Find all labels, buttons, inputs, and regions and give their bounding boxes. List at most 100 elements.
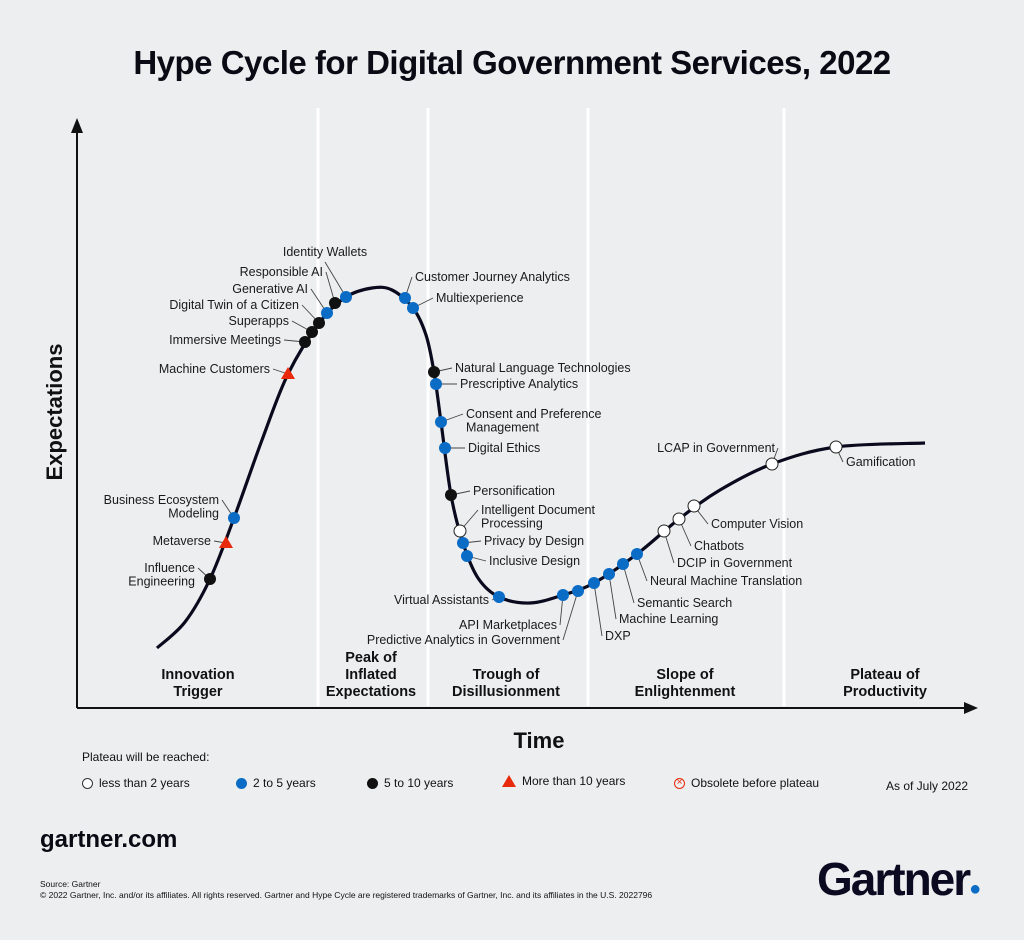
white-circle-icon — [672, 512, 686, 526]
blue-circle-icon — [321, 307, 333, 319]
innovation-point: DCIP in Government — [657, 524, 793, 570]
point-label-line: DXP — [605, 629, 631, 643]
innovation-point: Prescriptive Analytics — [430, 377, 578, 391]
innovation-point: Business Ecosystem Modeling — [104, 493, 240, 524]
point-label: Digital Twin of a Citizen — [169, 298, 299, 312]
innovation-point: Intelligent Document Processing — [453, 503, 595, 538]
chart-title: Hype Cycle for Digital Government Servic… — [133, 44, 891, 81]
point-label: Immersive Meetings — [169, 333, 281, 347]
phase-label-line: Inflated — [345, 667, 397, 683]
black-circle-icon — [306, 326, 318, 338]
point-label-line: Prescriptive Analytics — [460, 377, 578, 391]
innovation-point: Machine Learning — [603, 568, 718, 626]
innovation-point: Privacy by Design — [457, 534, 584, 549]
leader-line — [608, 573, 617, 620]
legend-item-obsolete: × Obsolete before plateau — [674, 776, 819, 790]
legend-label: 5 to 10 years — [384, 776, 454, 790]
red-triangle-icon — [502, 775, 516, 787]
point-label: Metaverse — [153, 534, 211, 548]
point-label-line: Immersive Meetings — [169, 333, 281, 347]
phase-label-line: Trough of — [473, 667, 540, 683]
phase-label-line: Enlightenment — [635, 684, 736, 700]
point-label: Multiexperience — [436, 291, 524, 305]
point-label-line: Metaverse — [153, 534, 211, 548]
point-label-line: Management — [466, 421, 539, 435]
blue-circle-icon — [228, 512, 240, 524]
innovation-point: Personification — [445, 484, 555, 501]
y-axis-arrow-icon — [71, 118, 83, 133]
legend-label: less than 2 years — [99, 776, 190, 790]
point-label-line: API Marketplaces — [459, 618, 557, 632]
point-label: Computer Vision — [711, 517, 803, 531]
blue-circle-icon — [572, 585, 584, 597]
blue-circle-icon — [588, 577, 600, 589]
gartner-logo: Gartner● — [817, 853, 981, 905]
legend-label: 2 to 5 years — [253, 776, 316, 790]
point-label: Identity Wallets — [283, 245, 367, 259]
innovation-point: LCAP in Government — [657, 441, 779, 471]
black-circle-icon — [313, 317, 325, 329]
point-label: Chatbots — [694, 539, 744, 553]
point-label-line: Customer Journey Analytics — [415, 270, 570, 284]
blue-circle-icon — [631, 548, 643, 560]
innovation-point: Customer Journey Analytics — [399, 270, 570, 304]
point-label-line: Multiexperience — [436, 291, 524, 305]
innovation-point: Digital Ethics — [439, 441, 540, 455]
red-triangle-icon — [219, 536, 233, 548]
site-link[interactable]: gartner.com — [40, 826, 178, 853]
black-circle-icon — [299, 336, 311, 348]
phase-label: Trough of Disillusionment — [452, 667, 560, 700]
leader-line — [593, 582, 603, 637]
point-label: Semantic Search — [637, 596, 732, 610]
source-note: Source: Gartner — [40, 879, 101, 889]
point-label-line: Processing — [481, 517, 543, 531]
black-circle-icon — [367, 777, 378, 789]
blue-circle-icon — [493, 591, 505, 603]
blue-circle-icon — [617, 558, 629, 570]
point-label: Intelligent Document Processing — [481, 503, 595, 531]
phase-label-line: Disillusionment — [452, 684, 560, 700]
point-label: Gamification — [846, 455, 916, 469]
phase-label-line: Slope of — [656, 667, 713, 683]
innovation-point: Generative AI — [232, 282, 333, 319]
x-axis-arrow-icon — [964, 702, 978, 714]
point-label: Influence Engineering — [128, 561, 195, 589]
point-label: Natural Language Technologies — [455, 361, 631, 375]
point-label-line: Computer Vision — [711, 517, 803, 531]
point-label-line: Consent and Preference — [466, 407, 602, 421]
point-label: Inclusive Design — [489, 554, 580, 568]
innovation-point: Metaverse — [153, 534, 233, 548]
innovation-point: Superapps — [229, 314, 318, 338]
blue-circle-icon — [407, 302, 419, 314]
point-label: LCAP in Government — [657, 441, 775, 455]
blue-circle-icon — [236, 777, 247, 789]
point-label-line: Natural Language Technologies — [455, 361, 631, 375]
phase-label-line: Trigger — [173, 684, 223, 700]
point-label: Customer Journey Analytics — [415, 270, 570, 284]
point-label-line: Digital Twin of a Citizen — [169, 298, 299, 312]
point-label-line: Superapps — [229, 314, 289, 328]
innovation-point: API Marketplaces — [459, 589, 569, 632]
point-label-line: Identity Wallets — [283, 245, 367, 259]
point-label-line: Predictive Analytics in Government — [367, 633, 561, 647]
blue-circle-icon — [430, 378, 442, 390]
as-of-date: As of July 2022 — [886, 779, 969, 793]
point-label-line: Digital Ethics — [468, 441, 540, 455]
phase-label-line: Expectations — [326, 684, 416, 700]
point-label-line: Responsible AI — [240, 265, 323, 279]
point-label-line: DCIP in Government — [677, 556, 793, 570]
blue-circle-icon — [439, 442, 451, 454]
innovation-point: Natural Language Technologies — [428, 361, 631, 378]
point-label: Predictive Analytics in Government — [367, 633, 561, 647]
innovation-point: Consent and Preference Management — [435, 407, 602, 435]
point-label: Personification — [473, 484, 555, 498]
point-label: Responsible AI — [240, 265, 323, 279]
legend-label: Obsolete before plateau — [691, 776, 820, 790]
point-label-line: Modeling — [168, 507, 219, 521]
point-label-line: Neural Machine Translation — [650, 574, 802, 588]
point-label: DXP — [605, 629, 631, 643]
point-label: DCIP in Government — [677, 556, 793, 570]
black-circle-icon — [329, 297, 341, 309]
innovation-point: Digital Twin of a Citizen — [169, 298, 325, 329]
point-label: Neural Machine Translation — [650, 574, 802, 588]
